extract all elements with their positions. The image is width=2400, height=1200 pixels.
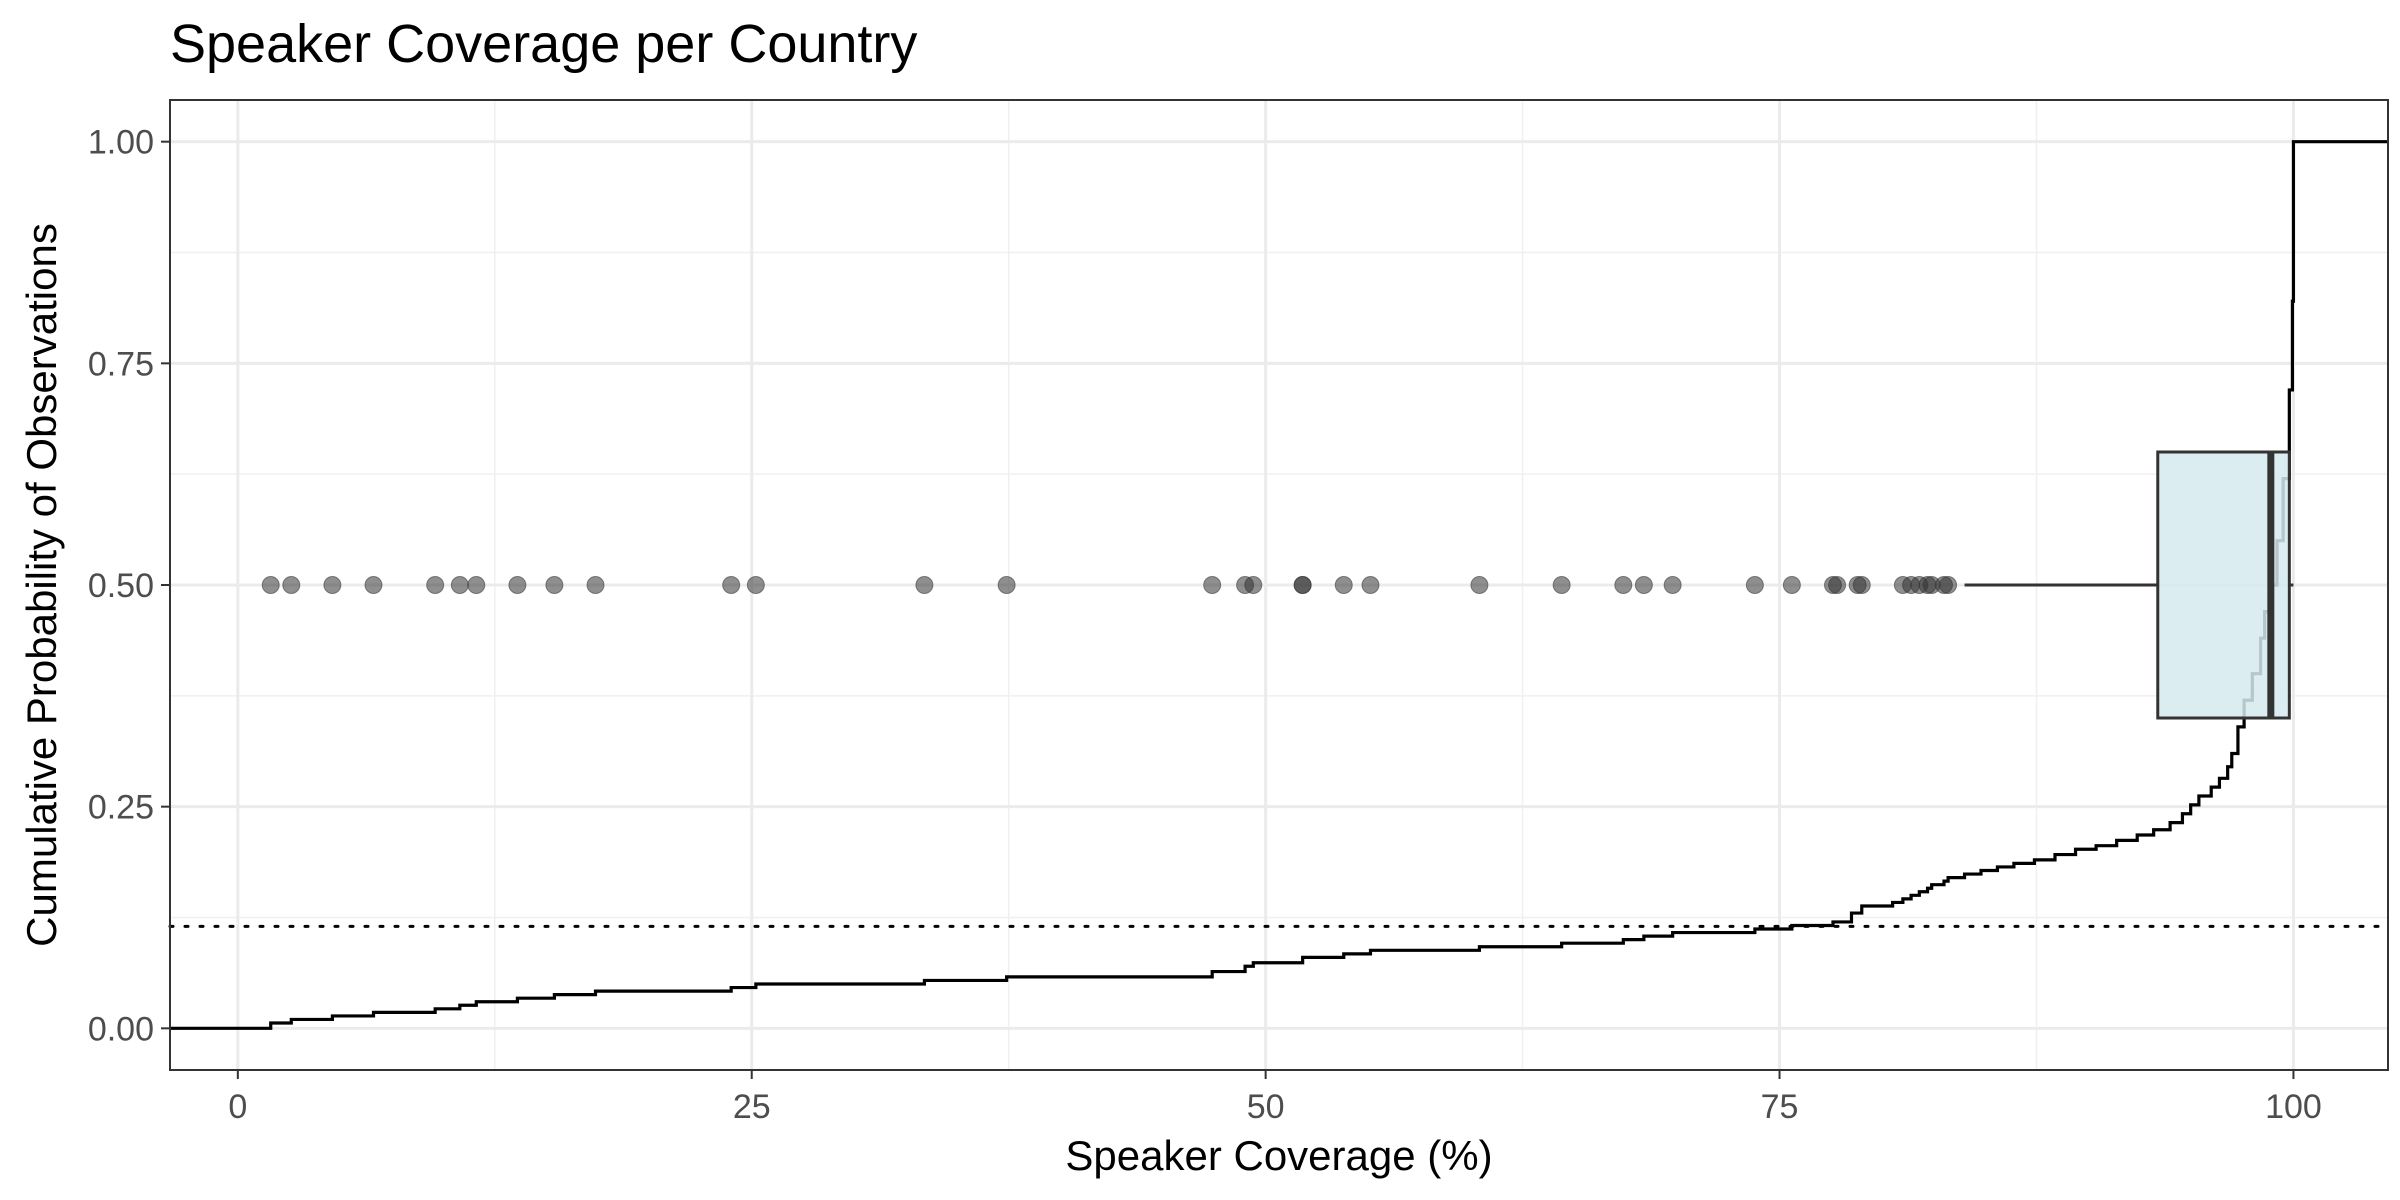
outlier-point bbox=[915, 576, 934, 594]
outlier-points bbox=[261, 576, 1958, 594]
outlier-point bbox=[545, 576, 564, 594]
outlier-point bbox=[722, 576, 741, 594]
outlier-point bbox=[1361, 576, 1380, 594]
outlier-point bbox=[467, 576, 486, 594]
y-axis-ticks: 0.00 0.25 0.50 0.75 1.00 bbox=[88, 124, 170, 1048]
outlier-point bbox=[364, 576, 383, 594]
outlier-point bbox=[1782, 576, 1801, 594]
x-axis-title: Speaker Coverage (%) bbox=[1065, 1132, 1492, 1179]
y-tick-label: 0.00 bbox=[88, 1010, 154, 1048]
outlier-point bbox=[1939, 576, 1958, 594]
outlier-point bbox=[1852, 576, 1871, 594]
outlier-point bbox=[746, 576, 765, 594]
x-tick-label: 25 bbox=[733, 1088, 771, 1126]
x-axis-ticks: 0 25 50 75 100 bbox=[228, 1070, 2322, 1126]
outlier-point bbox=[1634, 576, 1653, 594]
ecdf-step-line bbox=[170, 140, 2388, 1030]
y-tick-label: 0.75 bbox=[88, 345, 154, 383]
outlier-point bbox=[1293, 576, 1312, 594]
y-axis-title: Cumulative Probability of Observations bbox=[18, 223, 65, 947]
y-tick-label: 1.00 bbox=[88, 124, 154, 162]
outlier-point bbox=[1828, 576, 1847, 594]
y-tick-label: 0.25 bbox=[88, 789, 154, 827]
chart-title: Speaker Coverage per Country bbox=[170, 14, 917, 74]
x-tick-label: 100 bbox=[2265, 1088, 2322, 1126]
outlier-point bbox=[586, 576, 605, 594]
outlier-point bbox=[1614, 576, 1633, 594]
outlier-point bbox=[508, 576, 527, 594]
outlier-point bbox=[1745, 576, 1764, 594]
outlier-point bbox=[323, 576, 342, 594]
outlier-point bbox=[1663, 576, 1682, 594]
outlier-point bbox=[282, 576, 301, 594]
y-tick-label: 0.50 bbox=[88, 567, 154, 605]
outlier-point bbox=[1244, 576, 1263, 594]
ecdf-line bbox=[170, 140, 2388, 1030]
outlier-point bbox=[1552, 576, 1571, 594]
outlier-point bbox=[426, 576, 445, 594]
outlier-point bbox=[1470, 576, 1489, 594]
boxplot bbox=[1964, 450, 2294, 720]
outlier-point bbox=[450, 576, 469, 594]
outlier-point bbox=[261, 576, 280, 594]
outlier-point bbox=[1334, 576, 1353, 594]
outlier-point bbox=[1203, 576, 1222, 594]
x-tick-label: 50 bbox=[1247, 1088, 1285, 1126]
x-tick-label: 0 bbox=[228, 1088, 247, 1126]
outlier-point bbox=[997, 576, 1016, 594]
x-tick-label: 75 bbox=[1761, 1088, 1799, 1126]
